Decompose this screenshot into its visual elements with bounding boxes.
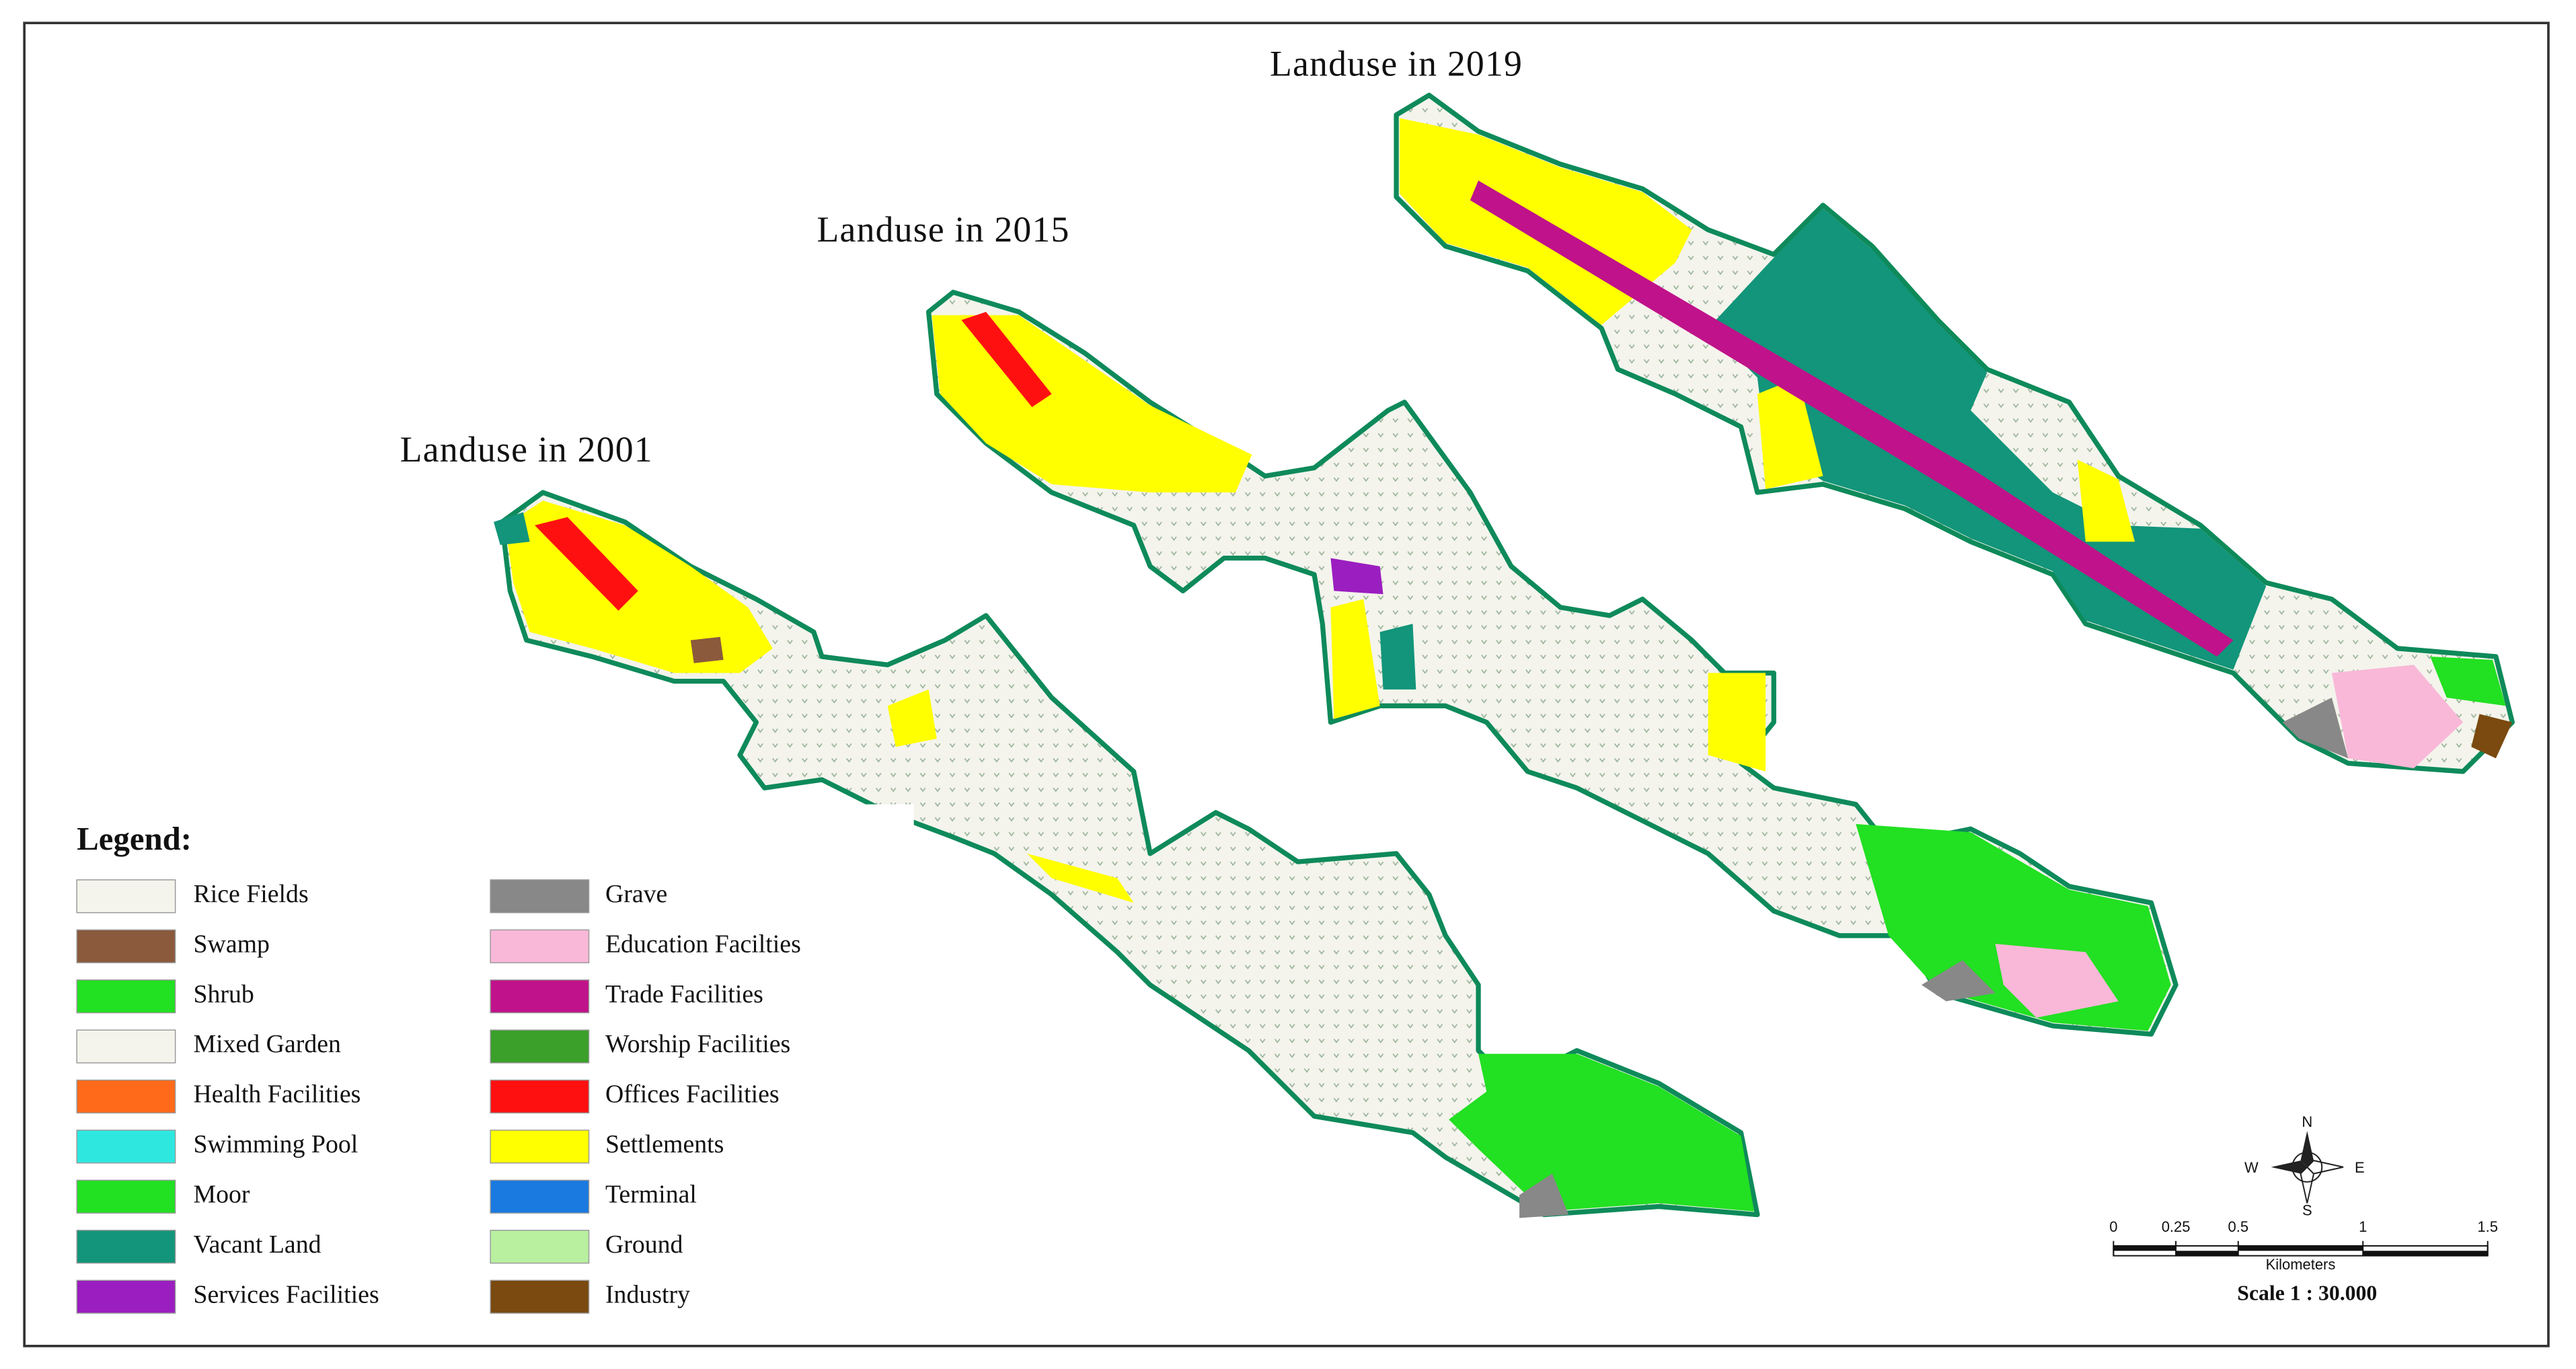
map-title: Landuse in 2015 xyxy=(817,209,1070,250)
moor-area xyxy=(2430,657,2506,706)
compass-east: E xyxy=(2355,1159,2365,1176)
legend-swatch xyxy=(76,979,176,1014)
map-2015 xyxy=(925,289,2179,1037)
offices-area xyxy=(961,311,1052,408)
trade-area xyxy=(1470,180,2234,657)
legend-swatch xyxy=(490,979,590,1014)
offices-area xyxy=(535,517,638,611)
education-area xyxy=(2331,665,2464,768)
vacant-area xyxy=(1379,624,1416,690)
scale-bar-segment xyxy=(2176,1251,2238,1256)
legend-label: Settlements xyxy=(605,1130,724,1158)
map-outline xyxy=(499,490,1760,1218)
legend-swatch xyxy=(76,1079,176,1114)
settlement-area xyxy=(1708,673,1766,772)
services-area xyxy=(1330,558,1384,595)
legend-label: Vacant Land xyxy=(193,1230,321,1259)
legend-box xyxy=(44,804,914,1323)
legend-swatch xyxy=(76,879,176,914)
legend-title: Legend: xyxy=(77,821,192,857)
legend-swatch xyxy=(76,1029,176,1064)
legend-label: Terminal xyxy=(605,1180,697,1208)
legend-label: Education Facilties xyxy=(605,930,801,958)
moor-area xyxy=(1449,1053,1754,1212)
settlement-area xyxy=(1027,853,1134,903)
grave-area xyxy=(1921,960,1996,1002)
legend-swatch xyxy=(490,1280,590,1314)
scale-bar-segment xyxy=(2113,1245,2176,1251)
legend-swatch xyxy=(76,1280,176,1314)
scale-bar-segment xyxy=(2238,1245,2363,1251)
settlement-area xyxy=(1330,599,1380,719)
legend-swatch xyxy=(490,1179,590,1214)
legend-swatch xyxy=(490,879,590,914)
compass-west: W xyxy=(2244,1159,2259,1176)
scale-tick-label: 0.25 xyxy=(2162,1218,2191,1235)
industry-area xyxy=(2471,714,2513,759)
scale-bar: 0 0.25 0.5 1 1.5 xyxy=(2109,1218,2498,1257)
legend-label: Services Facilities xyxy=(193,1280,379,1308)
vacant-area xyxy=(494,512,530,546)
legend-swatch xyxy=(76,1230,176,1264)
scale-tick-label: 0 xyxy=(2109,1218,2117,1235)
legend-label: Swimming Pool xyxy=(193,1130,358,1158)
legend-label: Shrub xyxy=(193,980,254,1008)
legend-label: Moor xyxy=(193,1180,250,1208)
compass-north: N xyxy=(2302,1113,2312,1130)
settlement-area xyxy=(887,689,937,747)
scale-tick-label: 1 xyxy=(2359,1218,2367,1235)
legend-swatch xyxy=(490,1029,590,1064)
scale-box xyxy=(2095,1109,2513,1317)
legend-label: Trade Facilities xyxy=(605,980,763,1008)
legend-label: Grave xyxy=(605,880,667,908)
scale-tick-label: 0.5 xyxy=(2228,1218,2249,1235)
compass-south: S xyxy=(2302,1202,2312,1219)
legend-label: Mixed Garden xyxy=(193,1030,341,1058)
legend-label: Ground xyxy=(605,1230,683,1259)
grave-area xyxy=(2282,698,2349,759)
settlement-area xyxy=(1757,377,1823,490)
legend-label: Offices Facilities xyxy=(605,1080,780,1109)
compass xyxy=(2271,1131,2344,1204)
legend-swatch xyxy=(490,1230,590,1264)
swamp-area xyxy=(690,636,724,663)
scale-bar-segment xyxy=(2363,1251,2488,1256)
education-area xyxy=(1995,944,2119,1018)
legend-label: Swamp xyxy=(193,930,269,958)
grave-area xyxy=(1519,1173,1569,1218)
vacant-area xyxy=(1708,208,2267,670)
legend-label: Worship Facilities xyxy=(605,1030,790,1058)
legend-swatch xyxy=(490,1130,590,1164)
settlement-area xyxy=(2077,459,2135,542)
map-title: Landuse in 2001 xyxy=(400,429,653,470)
legend-swatch xyxy=(76,1179,176,1214)
legend-swatch xyxy=(76,929,176,963)
legend-label: Rice Fields xyxy=(193,880,308,908)
scale-unit: Kilometers xyxy=(2266,1256,2336,1273)
legend-swatch xyxy=(490,929,590,963)
map-2001 xyxy=(494,490,1760,1218)
legend: Rice Fields Swamp Shrub Mixed Garden Health … xyxy=(76,879,801,1314)
legend-swatch xyxy=(490,1079,590,1114)
legend-label: Industry xyxy=(605,1280,690,1308)
legend-label: Health Facilities xyxy=(193,1080,361,1109)
legend-swatch xyxy=(76,1130,176,1164)
map-title: Landuse in 2019 xyxy=(1270,43,1523,83)
scale-tick-label: 1.5 xyxy=(2477,1218,2498,1235)
map-2019 xyxy=(1394,92,2515,774)
scale-label: Scale 1 : 30.000 xyxy=(2237,1281,2377,1304)
